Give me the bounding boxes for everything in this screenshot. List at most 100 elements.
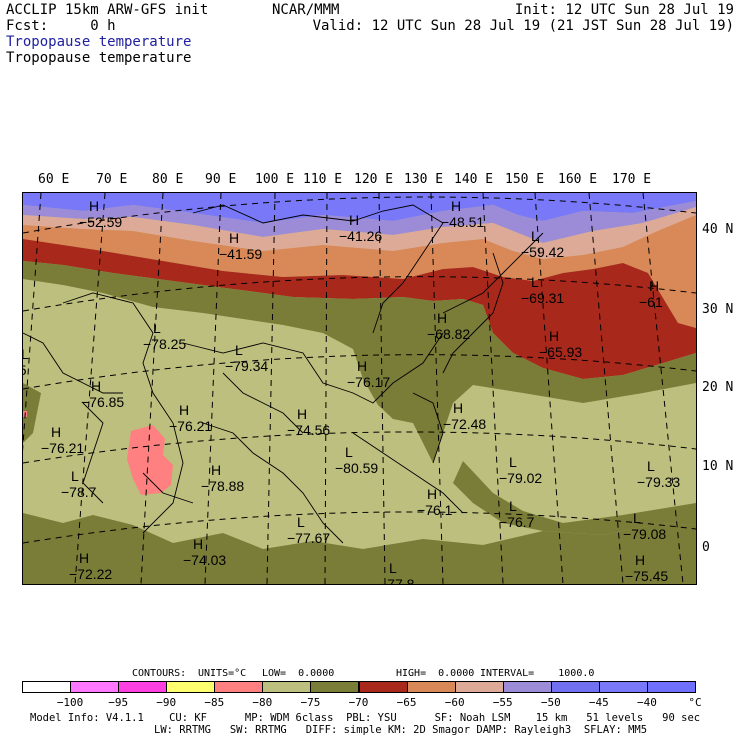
marker-value: −76.21 bbox=[41, 440, 84, 456]
lon-label-70e: 70 E bbox=[96, 172, 128, 187]
band-minus-80-pink-patch bbox=[127, 425, 173, 495]
lat-label-20n: 20 N bbox=[702, 380, 734, 395]
low-marker-letter: L bbox=[509, 498, 517, 514]
low-label: LOW= 0.0000 bbox=[262, 668, 335, 679]
lon-label-100e: 100 E bbox=[255, 172, 295, 187]
low-marker-letter: L bbox=[531, 274, 539, 290]
marker-value: −76.21 bbox=[169, 418, 212, 434]
band-minus-65-red bbox=[23, 239, 696, 379]
marker-value: −79.02 bbox=[499, 470, 542, 486]
colorbar-tick-label: −75 bbox=[300, 696, 321, 709]
lon-label-80e: 80 E bbox=[152, 172, 184, 187]
band-minus-60-orange bbox=[23, 215, 696, 328]
lat-label-30n: 30 N bbox=[702, 302, 734, 317]
marker-value: −52.59 bbox=[79, 214, 122, 230]
colorbar-swatch bbox=[118, 681, 168, 693]
colorbar-swatch bbox=[598, 681, 648, 693]
marker-value: −41.59 bbox=[219, 246, 262, 262]
high-marker-letter: H bbox=[91, 378, 101, 394]
colorbar-swatch bbox=[166, 681, 216, 693]
model-info-line1: Model Info: V4.1.1 CU: KF MP: WDM 6class… bbox=[30, 712, 701, 724]
valid-time: Valid: 12 UTC Sun 28 Jul 19 (21 JST Sun … bbox=[312, 18, 734, 34]
coastlines bbox=[23, 204, 544, 544]
colorbar-swatch bbox=[502, 681, 552, 693]
lon-label-140e: 140 E bbox=[454, 172, 494, 187]
colorbar-swatch bbox=[70, 681, 120, 693]
marker-value: −65.93 bbox=[539, 344, 582, 360]
marker-value: −79.34 bbox=[225, 358, 268, 374]
marker-value: −77.8 bbox=[379, 576, 415, 584]
low-marker-letter: L bbox=[647, 458, 655, 474]
marker-value: −75.45 bbox=[625, 568, 668, 584]
southeast-olive-patch bbox=[453, 461, 696, 535]
lat-label-10n: 10 N bbox=[702, 459, 734, 474]
marker-value: −76.1 bbox=[417, 502, 453, 518]
colorbar-tick-label: −55 bbox=[492, 696, 513, 709]
marker-value: −78.7 bbox=[61, 484, 97, 500]
marker-value: −76.85 bbox=[81, 394, 124, 410]
units-label: UNITS=°C bbox=[198, 668, 247, 679]
interval-label: INTERVAL= 1000.0 bbox=[480, 668, 595, 679]
low-marker-letter: L bbox=[389, 560, 397, 576]
high-marker-letter: H bbox=[297, 406, 307, 422]
high-marker-letter: H bbox=[635, 552, 645, 568]
marker-value: −79.08 bbox=[623, 526, 666, 542]
marker-value: −79.33 bbox=[637, 474, 680, 490]
lat-label-40n: 40 N bbox=[702, 222, 734, 237]
lon-label-90e: 90 E bbox=[205, 172, 237, 187]
colorbar-swatch bbox=[214, 681, 264, 693]
colorbar-tick-label: −90 bbox=[156, 696, 177, 709]
lon-label-130e: 130 E bbox=[404, 172, 444, 187]
marker-value: −59.42 bbox=[521, 244, 564, 260]
colorbar-tick-label: −60 bbox=[444, 696, 465, 709]
model-info-line2: LW: RRTMG SW: RRTMG DIFF: simple KM: 2D … bbox=[154, 724, 648, 736]
band-minus-50-blue bbox=[23, 201, 696, 243]
marker-value: −68.82 bbox=[427, 326, 470, 342]
lon-label-120e: 120 E bbox=[354, 172, 394, 187]
southern-olive-patch bbox=[23, 513, 696, 584]
marker-value: −74.03 bbox=[183, 552, 226, 568]
marker-value: −76.17 bbox=[347, 374, 390, 390]
colorbar-swatch bbox=[358, 681, 408, 693]
low-marker-letter: L bbox=[633, 510, 641, 526]
colorbar-tick-label: −100 bbox=[56, 696, 84, 709]
colorbar-tick-label: −95 bbox=[108, 696, 129, 709]
marker-value: −48.51 bbox=[441, 214, 484, 230]
marker-value: −41.26 bbox=[339, 228, 382, 244]
band-minus-40-blue bbox=[23, 193, 696, 223]
high-marker-letter: H bbox=[549, 328, 559, 344]
west-olive-patch bbox=[23, 383, 41, 443]
colorbar-swatch bbox=[454, 681, 504, 693]
high-marker-letter: H bbox=[179, 402, 189, 418]
lon-label-150e: 150 E bbox=[505, 172, 545, 187]
marker-value: −69.31 bbox=[521, 290, 564, 306]
colorbar-swatch bbox=[310, 681, 360, 693]
high-marker-letter: H bbox=[211, 462, 221, 478]
marker-value: 05 bbox=[23, 362, 27, 378]
high-label: HIGH= 0.0000 bbox=[396, 668, 475, 679]
field-name-blue: Tropopause temperature bbox=[6, 34, 192, 50]
lat-label-0: 0 bbox=[702, 540, 710, 555]
lon-label-160e: 160 E bbox=[558, 172, 598, 187]
high-marker-letter: H bbox=[427, 486, 437, 502]
marker-value: −72.48 bbox=[443, 416, 486, 432]
high-low-markers: H−52.59H−41.59H−41.26H−48.51L−59.42L−69.… bbox=[23, 198, 680, 584]
low-marker-letter: L bbox=[509, 454, 517, 470]
field-name-black: Tropopause temperature bbox=[6, 50, 192, 66]
low-marker-letter: L bbox=[235, 342, 243, 358]
lon-label-170e: 170 E bbox=[612, 172, 652, 187]
low-marker-letter: L bbox=[153, 320, 161, 336]
high-marker-letter: H bbox=[451, 198, 461, 214]
high-marker-letter: H bbox=[229, 230, 239, 246]
high-marker-letter: H bbox=[79, 550, 89, 566]
colorbar-swatch bbox=[550, 681, 600, 693]
colorbar-swatch bbox=[646, 681, 696, 693]
band-minus-70-olive bbox=[23, 261, 696, 463]
marker-value: −76.7 bbox=[499, 514, 535, 530]
lon-label-60e: 60 E bbox=[38, 172, 70, 187]
marker-value: −77.67 bbox=[287, 530, 330, 546]
high-marker-letter: H bbox=[89, 198, 99, 214]
marker-value: −80.59 bbox=[335, 460, 378, 476]
high-marker-letter: H bbox=[649, 278, 659, 294]
colorbar-swatch bbox=[262, 681, 312, 693]
